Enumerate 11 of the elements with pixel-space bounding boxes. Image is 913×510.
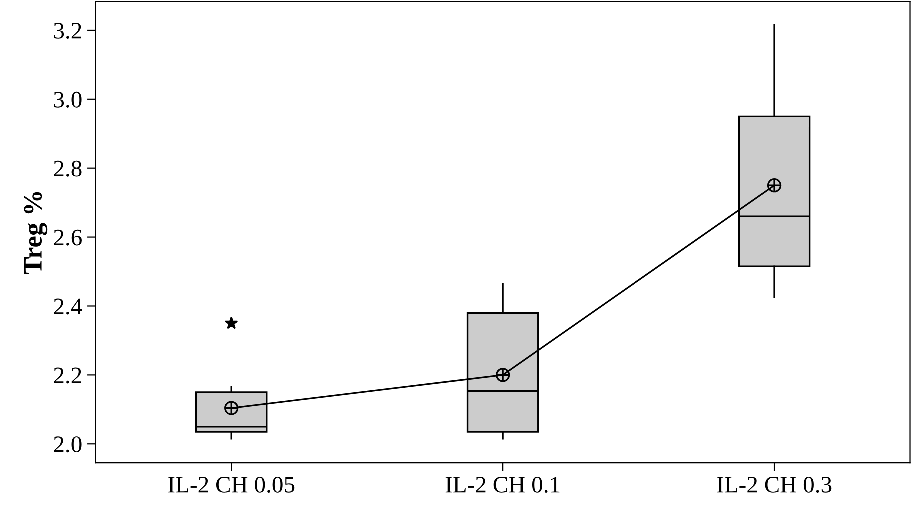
y-tick-label: 2.2 — [54, 368, 82, 384]
x-tick-label: IL-2 CH 0.3 — [717, 476, 832, 493]
y-axis-title: Treg % — [24, 192, 48, 274]
y-tick-label: 2.0 — [54, 436, 82, 453]
y-tick-label: 3.2 — [54, 23, 82, 40]
x-tick-label: IL-2 CH 0.05 — [168, 476, 295, 493]
y-tick-label: 3.0 — [54, 92, 82, 108]
y-tick-label: 2.4 — [54, 298, 82, 315]
x-tick-label: IL-2 CH 0.1 — [446, 476, 560, 493]
y-tick-label: 2.6 — [54, 230, 82, 246]
y-tick-label: 2.8 — [54, 160, 82, 177]
